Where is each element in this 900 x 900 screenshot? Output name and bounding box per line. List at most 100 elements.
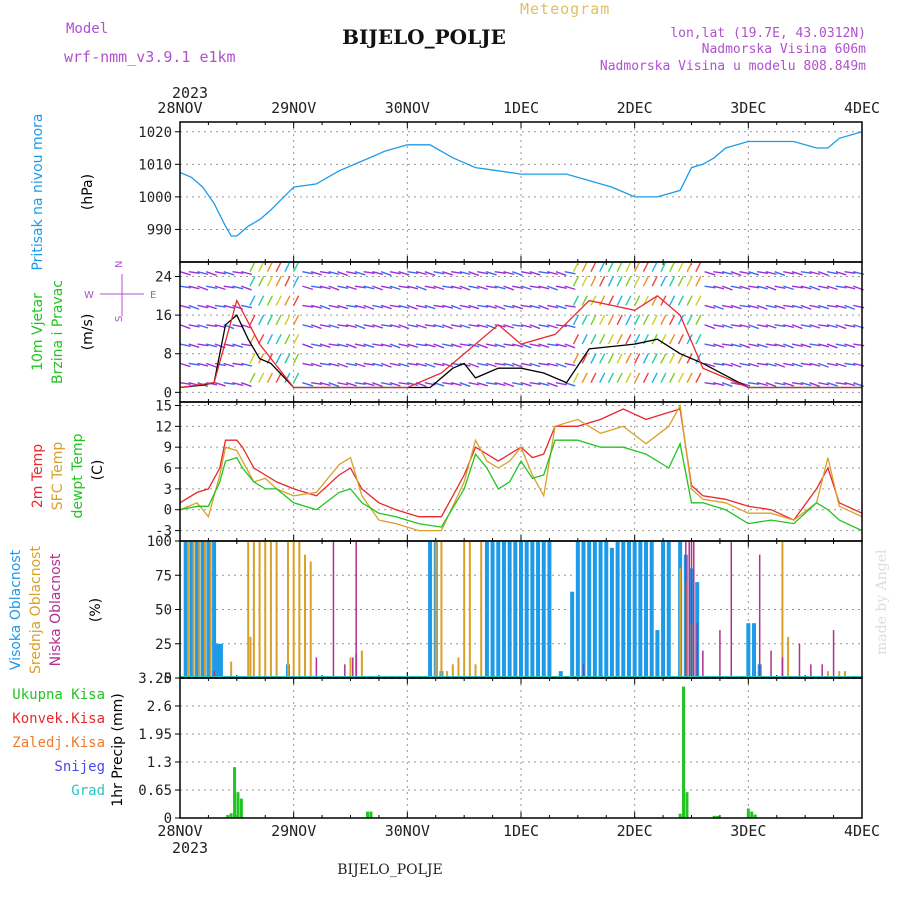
y-tick-label: 0	[164, 385, 172, 401]
wind-barb	[363, 285, 375, 290]
bar-clouds-0	[752, 623, 757, 678]
wind-barb	[572, 372, 580, 384]
bar-clouds-1	[463, 541, 466, 678]
wind-barb	[328, 304, 340, 309]
wind-barb	[800, 285, 812, 290]
wind-barb	[214, 362, 226, 367]
wind-barb	[765, 304, 777, 309]
wind-barb	[512, 285, 524, 290]
wind-barb	[241, 304, 253, 309]
wind-barb	[800, 324, 812, 328]
wind-barb	[503, 324, 515, 329]
bar-clouds-1	[480, 541, 483, 678]
wind-barb	[581, 314, 588, 326]
wind-barb	[538, 362, 550, 366]
wind-barb	[293, 314, 300, 326]
wind-barb	[266, 372, 274, 384]
wind-barb	[677, 333, 684, 345]
wind-barb	[774, 324, 786, 328]
wind-barb	[258, 261, 265, 272]
bar-clouds-1	[252, 541, 255, 678]
wind-barb	[634, 353, 641, 364]
bar-clouds-1	[468, 541, 471, 678]
wind-barb	[310, 362, 322, 368]
wind-barb	[442, 270, 454, 276]
wind-barb	[345, 270, 358, 275]
wind-barb	[415, 324, 427, 329]
wind-barb	[704, 285, 716, 289]
y-tick-label: 990	[147, 222, 172, 238]
wind-barb	[844, 285, 856, 290]
wind-barb	[748, 270, 760, 276]
wind-barb	[179, 270, 191, 276]
wind-barb	[468, 270, 480, 277]
wind-barb	[266, 333, 274, 345]
wind-barb	[477, 324, 489, 329]
wind-barb	[818, 270, 829, 277]
wind-barb	[520, 304, 532, 308]
wind-barb	[520, 285, 532, 291]
wind-barb	[310, 324, 322, 330]
bar-clouds-1	[349, 657, 352, 678]
bottom-x-tick-label: 1DEC	[503, 822, 539, 840]
bar-clouds-1	[309, 561, 312, 678]
wind-barb	[337, 270, 348, 277]
wind-barb	[179, 285, 191, 289]
wind-barb	[651, 276, 658, 287]
wind-barb	[223, 304, 235, 309]
y-tick-label: 15	[155, 398, 172, 414]
wind-barb	[844, 343, 856, 348]
wind-barb	[739, 343, 751, 349]
wind-barb	[529, 343, 541, 347]
wind-barb	[232, 343, 244, 348]
wind-barb	[337, 304, 349, 310]
wind-barb	[468, 304, 480, 310]
wind-barb	[520, 343, 532, 349]
wind-barb	[581, 295, 588, 306]
wind-barb	[686, 314, 693, 326]
wind-barb	[607, 261, 615, 272]
wind-barb	[424, 285, 436, 290]
bar-clouds-1	[258, 541, 261, 678]
bar-clouds-2	[730, 541, 733, 678]
wind-barb	[450, 324, 462, 328]
wind-barb	[651, 353, 658, 364]
wind-barb	[791, 343, 803, 347]
lonlat-text: lon,lat (19.7E, 43.0312N)	[670, 26, 866, 41]
wind-barb	[818, 304, 829, 310]
bar-clouds-0	[218, 643, 223, 678]
wind-barb	[783, 285, 795, 291]
wind-barb	[809, 362, 821, 367]
wind-barb	[337, 382, 349, 386]
wind-barb	[354, 343, 366, 347]
wind-barb	[188, 304, 200, 310]
y-tick-label: 16	[155, 308, 172, 324]
wind-barb	[826, 382, 838, 387]
precip-legend-0: Ukupna Kisa	[12, 687, 105, 703]
bar-clouds-0	[507, 541, 512, 678]
wind-barb	[266, 261, 274, 272]
wind-barb	[311, 381, 323, 386]
wind-barb	[818, 324, 830, 328]
wind-barb	[302, 324, 314, 329]
wind-barb	[686, 353, 693, 364]
bar-clouds-2	[688, 541, 690, 678]
bar-clouds-1	[440, 541, 443, 678]
bar-clouds-0	[604, 541, 609, 678]
wind-barb	[748, 362, 760, 368]
wind-barb	[538, 382, 550, 387]
wind-barb	[669, 353, 676, 364]
bar-clouds-2	[702, 650, 704, 678]
wind-barb	[354, 270, 366, 276]
wind-barb	[275, 276, 282, 287]
bar-clouds-0	[189, 541, 194, 678]
wind-barb	[713, 304, 724, 310]
bar-clouds-1	[451, 664, 454, 678]
bar-clouds-0	[200, 541, 205, 678]
wind-barb	[319, 304, 331, 310]
wind-barb	[293, 276, 300, 287]
wind-barb	[704, 270, 716, 276]
bar-clouds-1	[446, 671, 449, 678]
wind-barb	[616, 314, 623, 326]
wind-barb	[826, 343, 838, 349]
